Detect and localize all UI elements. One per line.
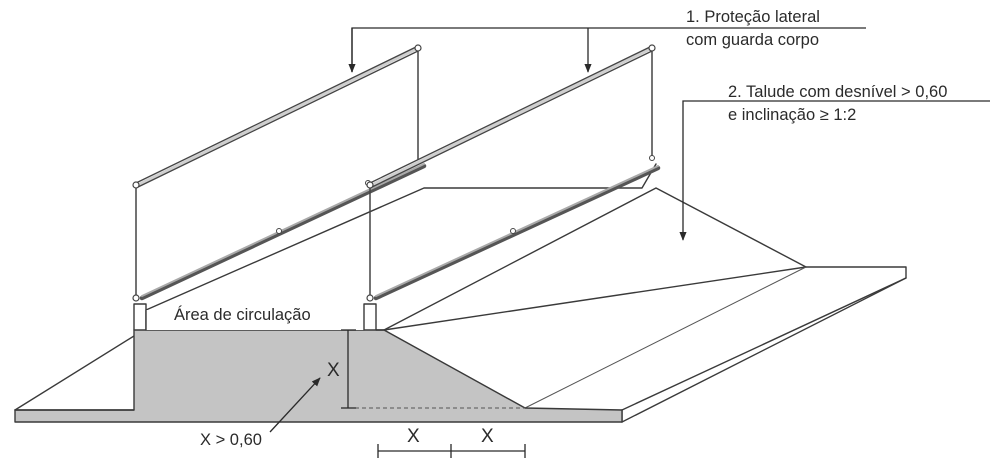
right-ground-edge xyxy=(621,277,907,423)
label-lateral-protection-line1: 1. Proteção lateral xyxy=(686,8,820,26)
right-kickboard xyxy=(373,165,661,301)
label-height-condition: X > 0,60 xyxy=(200,431,262,449)
guardrail-left xyxy=(132,44,427,302)
left-ground-plane xyxy=(14,335,135,411)
section-outline-left-post xyxy=(133,303,147,331)
text-labels: 1. Proteção lateral com guarda corpo 2. … xyxy=(174,8,947,449)
right-handrail-inner xyxy=(370,46,654,187)
dimension-horizontal-right-label: X xyxy=(481,426,494,447)
slope-surface-line xyxy=(383,266,907,411)
circulation-floor-band xyxy=(146,310,364,330)
annotation-leaders xyxy=(269,27,990,433)
right-handrail-under xyxy=(369,50,653,189)
guardrail-right xyxy=(366,44,661,302)
leader-slope xyxy=(679,100,990,241)
slope-top-plane xyxy=(383,187,807,331)
right-rail-knob-top-mid xyxy=(649,155,655,161)
left-handrail xyxy=(135,45,419,184)
cross-section xyxy=(14,303,623,423)
left-handrail-under xyxy=(135,50,419,189)
dimension-horizontal-left-label: X xyxy=(407,426,420,447)
right-rail-knob-front xyxy=(366,181,374,189)
section-outline-right-post xyxy=(363,303,385,331)
left-kickboard xyxy=(139,163,427,301)
left-kickboard-highlight xyxy=(141,163,425,297)
right-rail-knob-base xyxy=(366,294,374,302)
label-slope-line2: e inclinação ≥ 1:2 xyxy=(728,106,856,124)
left-handrail-inner xyxy=(136,46,420,187)
section-fill xyxy=(14,329,623,423)
left-rail-knob-back xyxy=(414,44,422,52)
right-rail-knob-mid xyxy=(510,228,516,234)
left-rail-knob-front xyxy=(132,181,140,189)
label-lateral-protection-line2: com guarda corpo xyxy=(686,31,819,49)
slope-face-line xyxy=(524,266,807,409)
right-rail-knob-back xyxy=(648,44,656,52)
label-slope-line1: 2. Talude com desnível > 0,60 xyxy=(728,83,947,101)
left-rail-knob-base xyxy=(132,294,140,302)
left-rail-knob-mid xyxy=(276,228,282,234)
label-circulation-area: Área de circulação xyxy=(174,305,311,324)
right-kickboard-highlight xyxy=(375,165,659,297)
dimension-vertical-label: X xyxy=(327,360,340,381)
leader-height-condition xyxy=(269,377,321,433)
right-handrail xyxy=(369,45,653,184)
dimension-lines xyxy=(341,329,526,458)
